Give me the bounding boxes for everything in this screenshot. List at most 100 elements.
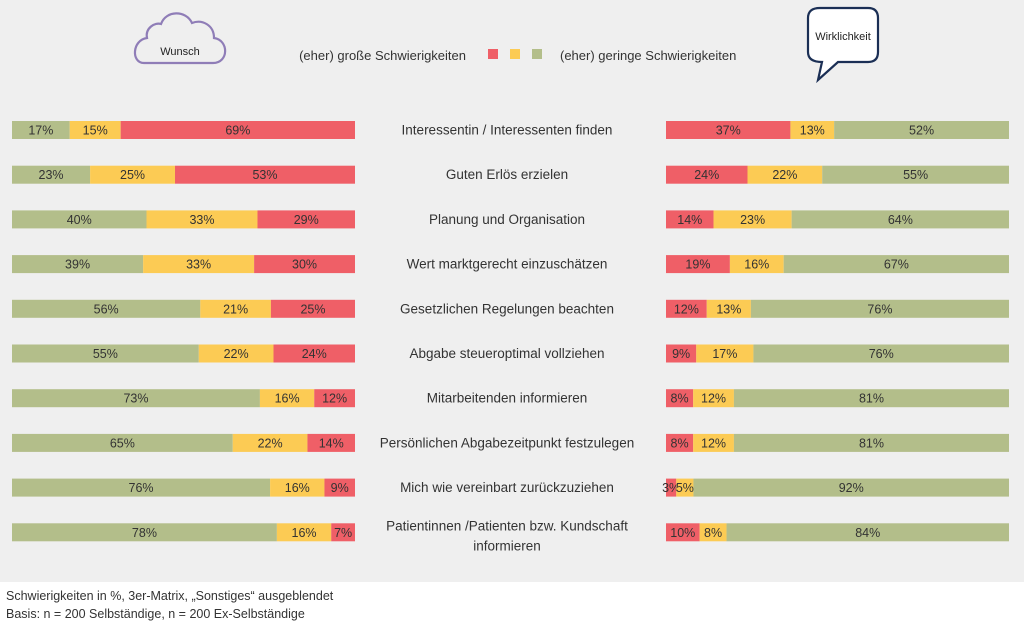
wirklichkeit-label-mittlere-7: 12%	[701, 392, 726, 406]
wunsch-label-große-7: 12%	[322, 392, 347, 406]
wirklichkeit-bar-mittlere-9	[676, 478, 694, 497]
legend-swatch-red	[488, 49, 498, 59]
wirklichkeit-bar-mittlere-2	[747, 165, 823, 184]
wunsch-bar-mittlere-3	[146, 210, 258, 229]
wunsch-bar-große-1	[120, 121, 355, 139]
wunsch-label-mittlere-8: 22%	[258, 436, 283, 450]
wirklichkeit-label-große-3: 14%	[677, 213, 702, 227]
wirklichkeit-bar-große-7	[666, 389, 694, 408]
wunsch-bar-mittlere-8	[232, 433, 308, 452]
wirklichkeit-label-mittlere-3: 23%	[740, 213, 765, 227]
footnote-1: Schwierigkeiten in %, 3er-Matrix, „Sonst…	[6, 589, 334, 603]
wunsch-bar-mittlere-5	[200, 299, 271, 318]
wunsch-bar-geringe-5	[12, 299, 201, 318]
wunsch-label-große-1: 69%	[225, 124, 250, 138]
wirklichkeit-bar-mittlere-6	[696, 344, 754, 363]
category-label-6: Abgabe steueroptimal vollziehen	[409, 346, 604, 361]
wunsch-bar-große-5	[270, 299, 355, 318]
category-label-1: Interessentin / Interessenten finden	[402, 123, 613, 138]
wunsch-label-große-3: 29%	[294, 213, 319, 227]
wirklichkeit-label-geringe-3: 64%	[888, 213, 913, 227]
wunsch-bar-mittlere-7	[259, 389, 315, 408]
wunsch-bar-große-2	[175, 165, 355, 184]
wirklichkeit-label-geringe-5: 76%	[867, 302, 892, 316]
wunsch-bar-große-7	[314, 389, 355, 408]
wunsch-label-große-8: 14%	[319, 436, 344, 450]
wirklichkeit-label-große-10: 10%	[670, 526, 695, 540]
wunsch-label-geringe-4: 39%	[65, 258, 90, 272]
wunsch-label-große-4: 30%	[292, 258, 317, 272]
wirklichkeit-bar-große-8	[666, 433, 694, 452]
wirklichkeit-label-mittlere-6: 17%	[712, 347, 737, 361]
wunsch-label-geringe-5: 56%	[94, 302, 119, 316]
wunsch-bar-geringe-7	[12, 389, 260, 408]
wunsch-label-mittlere-9: 16%	[285, 481, 310, 495]
legend: (eher) große Schwierigkeiten (eher) geri…	[299, 48, 736, 63]
wirklichkeit-label-große-2: 24%	[694, 168, 719, 182]
wunsch-label-geringe-2: 23%	[39, 168, 64, 182]
wirklichkeit-bar-mittlere-4	[729, 255, 784, 274]
wirklichkeit-bar-mittlere-10	[699, 523, 727, 542]
wirklichkeit-bar-geringe-8	[733, 433, 1009, 452]
wirklichkeit-label-mittlere-1: 13%	[800, 124, 825, 138]
wirklichkeit-label: Wirklichkeit	[815, 31, 871, 43]
wunsch-label-geringe-9: 76%	[129, 481, 154, 495]
wirklichkeit-label-große-1: 37%	[716, 124, 741, 138]
category-label-3: Planung und Organisation	[429, 212, 585, 227]
wunsch-label-mittlere-10: 16%	[292, 526, 317, 540]
wirklichkeit-bar-mittlere-7	[693, 389, 734, 408]
wirklichkeit-bar-große-6	[666, 344, 697, 363]
legend-swatch-green	[532, 49, 542, 59]
wunsch-bar-mittlere-4	[143, 255, 255, 274]
wirklichkeit-label-mittlere-2: 22%	[772, 168, 797, 182]
wirklichkeit-bar-geringe-1	[834, 121, 1009, 139]
wirklichkeit-label-geringe-2: 55%	[903, 168, 928, 182]
category-label-2: Guten Erlös erzielen	[446, 167, 568, 182]
category-label-9: Mich wie vereinbart zurückzuziehen	[400, 480, 614, 495]
wunsch-bar-mittlere-2	[90, 165, 176, 184]
wirklichkeit-label-mittlere-10: 8%	[704, 526, 722, 540]
wirklichkeit-bar-große-5	[666, 299, 707, 318]
wunsch-bar-geringe-4	[12, 255, 144, 274]
wunsch-bar-geringe-2	[12, 165, 91, 184]
wunsch-label-mittlere-5: 21%	[223, 302, 248, 316]
wirklichkeit-bar-geringe-3	[791, 210, 1009, 229]
wunsch-label-geringe-10: 78%	[132, 526, 157, 540]
category-label-10: Patientinnen /Patienten bzw. Kundschaft i…	[386, 518, 628, 553]
category-label-8: Persönlichen Abgabezeitpunkt festzulegen	[380, 435, 634, 450]
wunsch-label-mittlere-7: 16%	[275, 392, 300, 406]
wirklichkeit-label-große-6: 9%	[672, 347, 690, 361]
wirklichkeit-bar-große-2	[666, 165, 748, 184]
wirklichkeit-label-große-9: 3%	[662, 481, 680, 495]
wunsch-label-geringe-3: 40%	[67, 213, 92, 227]
wunsch-bar-geringe-8	[12, 433, 233, 452]
wirklichkeit-label-geringe-10: 84%	[855, 526, 880, 540]
wirklichkeit-bar-geringe-9	[693, 478, 1009, 497]
wunsch-label-geringe-8: 65%	[110, 436, 135, 450]
wunsch-bar-mittlere-1	[69, 121, 121, 139]
wunsch-label-mittlere-3: 33%	[189, 213, 214, 227]
wunsch-label-geringe-7: 73%	[123, 392, 148, 406]
category-label-5: Gesetzlichen Regelungen beachten	[400, 301, 614, 316]
category-label-4: Wert marktgerecht einzuschätzen	[407, 257, 608, 272]
wirklichkeit-label-große-5: 12%	[674, 302, 699, 316]
wunsch-label-große-9: 9%	[331, 481, 349, 495]
wunsch-label-große-5: 25%	[300, 302, 325, 316]
wirklichkeit-label-geringe-8: 81%	[859, 436, 884, 450]
wunsch-bar-große-6	[273, 344, 355, 363]
wunsch-bar-geringe-3	[12, 210, 147, 229]
wunsch-bar-große-9	[324, 478, 355, 497]
wirklichkeit-bar-große-9	[666, 478, 677, 497]
wunsch-bar-große-8	[307, 433, 355, 452]
wirklichkeit-bar-große-3	[666, 210, 714, 229]
wunsch-bar-mittlere-6	[198, 344, 274, 363]
wunsch-bar-große-10	[331, 523, 355, 542]
wunsch-label-mittlere-4: 33%	[186, 258, 211, 272]
wirklichkeit-bar-geringe-7	[733, 389, 1009, 408]
wunsch-label-große-6: 24%	[302, 347, 327, 361]
wunsch-bar-geringe-1	[12, 121, 70, 139]
wirklichkeit-bar-geringe-4	[783, 255, 1009, 274]
wirklichkeit-label-geringe-9: 92%	[839, 481, 864, 495]
legend-left-label: (eher) große Schwierigkeiten	[299, 48, 466, 63]
wirklichkeit-bar-mittlere-5	[706, 299, 751, 318]
